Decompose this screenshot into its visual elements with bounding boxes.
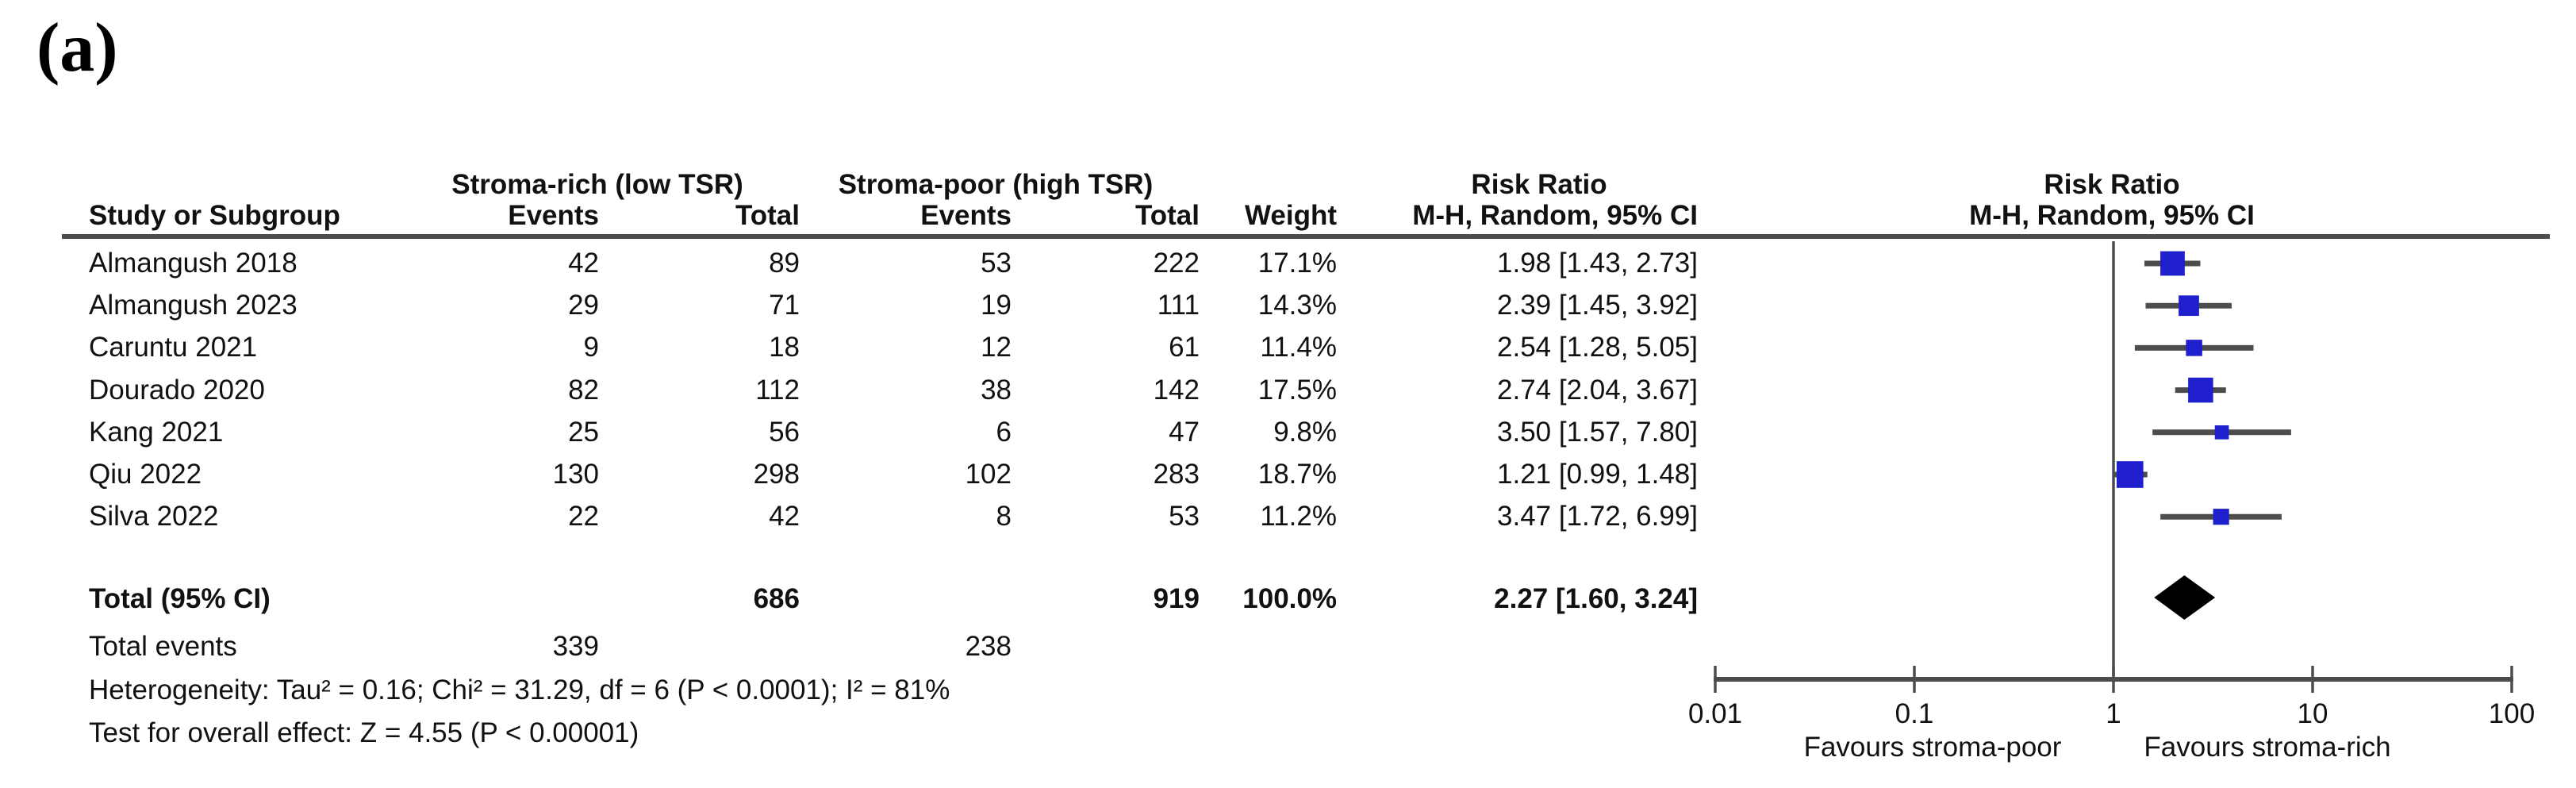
study-total-stroma-poor: 111: [1157, 290, 1200, 321]
study-events-stroma-rich: 29: [568, 290, 599, 321]
study-weight: 11.2%: [1260, 501, 1337, 532]
column-header-method-ci: M-H, Random, 95% CI: [1412, 200, 1698, 231]
study-weight: 17.1%: [1257, 248, 1337, 279]
total-events-stroma-rich: 339: [552, 631, 599, 662]
study-name: Dourado 2020: [89, 375, 265, 406]
study-events-stroma-rich: 25: [568, 417, 599, 448]
column-header-events-stroma-poor: Events: [920, 200, 1012, 231]
study-total-stroma-rich: 89: [769, 248, 800, 279]
study-total-stroma-rich: 298: [753, 459, 800, 490]
study-total-stroma-poor: 47: [1169, 417, 1200, 448]
study-events-stroma-rich: 82: [568, 375, 599, 406]
study-weight: 14.3%: [1257, 290, 1337, 321]
column-header-events-stroma-rich: Events: [508, 200, 599, 231]
total-events-label: Total events: [89, 631, 237, 662]
study-total-stroma-rich: 56: [769, 417, 800, 448]
study-weight: 18.7%: [1257, 459, 1337, 490]
favours-left-label: Favours stroma-poor: [1803, 732, 2062, 763]
study-total-stroma-rich: 42: [769, 501, 800, 532]
study-name: Caruntu 2021: [89, 332, 258, 363]
study-name: Qiu 2022: [89, 459, 202, 490]
header-rule: [62, 234, 2550, 239]
study-total-stroma-poor: 53: [1169, 501, 1200, 532]
study-total-stroma-rich: 71: [769, 290, 800, 321]
axis-tick-label: 0.01: [1688, 698, 1742, 729]
column-group-header-stroma-rich: Stroma-rich (low TSR): [451, 169, 743, 200]
study-point-square: [2179, 295, 2199, 317]
panel-label: (a): [36, 10, 118, 86]
total-row-total-stroma-poor: 919: [1153, 583, 1200, 614]
study-risk-ratio-ci: 3.50 [1.57, 7.80]: [1497, 417, 1698, 448]
total-row-weight: 100.0%: [1242, 583, 1337, 614]
study-total-stroma-poor: 222: [1153, 248, 1200, 279]
study-risk-ratio-ci: 2.39 [1.45, 3.92]: [1497, 290, 1698, 321]
study-risk-ratio-ci: 1.98 [1.43, 2.73]: [1497, 248, 1698, 279]
study-weight: 9.8%: [1273, 417, 1337, 448]
study-total-stroma-poor: 142: [1153, 375, 1200, 406]
study-point-square: [2186, 340, 2202, 356]
study-point-square: [2213, 509, 2229, 525]
study-events-stroma-poor: 12: [981, 332, 1012, 363]
column-header-weight: Weight: [1244, 200, 1337, 231]
overall-effect-stats: Test for overall effect: Z = 4.55 (P < 0…: [89, 717, 639, 748]
study-weight: 11.4%: [1260, 332, 1337, 363]
study-total-stroma-poor: 61: [1169, 332, 1200, 363]
study-events-stroma-poor: 6: [996, 417, 1012, 448]
total-events-stroma-poor: 238: [965, 631, 1012, 662]
axis-tick-label: 100: [2489, 698, 2535, 729]
study-weight: 17.5%: [1257, 375, 1337, 406]
study-name: Silva 2022: [89, 501, 219, 532]
axis-tick-label: 0.1: [1895, 698, 1934, 729]
study-point-square: [2214, 425, 2229, 440]
study-total-stroma-poor: 283: [1153, 459, 1200, 490]
total-row-risk-ratio: 2.27 [1.60, 3.24]: [1494, 583, 1698, 614]
study-events-stroma-poor: 38: [981, 375, 1012, 406]
study-name: Kang 2021: [89, 417, 224, 448]
risk-ratio-plot-column-title: Risk Ratio: [2044, 169, 2180, 200]
axis-tick-label: 10: [2298, 698, 2328, 729]
study-events-stroma-poor: 53: [981, 248, 1012, 279]
heterogeneity-stats: Heterogeneity: Tau² = 0.16; Chi² = 31.29…: [89, 675, 950, 705]
study-point-square: [2160, 251, 2185, 276]
study-events-stroma-rich: 9: [583, 332, 599, 363]
study-events-stroma-rich: 130: [552, 459, 599, 490]
total-row-label: Total (95% CI): [89, 583, 271, 614]
study-name: Almangush 2023: [89, 290, 298, 321]
study-name: Almangush 2018: [89, 248, 298, 279]
study-point-square: [2188, 377, 2213, 403]
study-total-stroma-rich: 18: [769, 332, 800, 363]
study-risk-ratio-ci: 2.54 [1.28, 5.05]: [1497, 332, 1698, 363]
total-row-total-stroma-rich: 686: [753, 583, 800, 614]
study-events-stroma-rich: 42: [568, 248, 599, 279]
study-events-stroma-poor: 19: [981, 290, 1012, 321]
pooled-effect-diamond: [2154, 575, 2216, 620]
study-events-stroma-poor: 102: [965, 459, 1012, 490]
risk-ratio-text-column-title: Risk Ratio: [1471, 169, 1607, 200]
plot-column-header-method-ci: M-H, Random, 95% CI: [1969, 200, 2255, 231]
study-total-stroma-rich: 112: [755, 375, 800, 406]
axis-tick-label: 1: [2106, 698, 2121, 729]
study-events-stroma-poor: 8: [996, 501, 1012, 532]
column-header-study: Study or Subgroup: [89, 200, 340, 231]
favours-right-label: Favours stroma-rich: [2144, 732, 2391, 763]
study-events-stroma-rich: 22: [568, 501, 599, 532]
column-header-total-stroma-poor: Total: [1134, 200, 1200, 231]
study-risk-ratio-ci: 2.74 [2.04, 3.67]: [1497, 375, 1698, 406]
column-group-header-stroma-poor: Stroma-poor (high TSR): [838, 169, 1154, 200]
column-header-total-stroma-rich: Total: [735, 200, 800, 231]
study-risk-ratio-ci: 1.21 [0.99, 1.48]: [1497, 459, 1698, 490]
study-risk-ratio-ci: 3.47 [1.72, 6.99]: [1497, 501, 1698, 532]
study-point-square: [2116, 461, 2144, 488]
